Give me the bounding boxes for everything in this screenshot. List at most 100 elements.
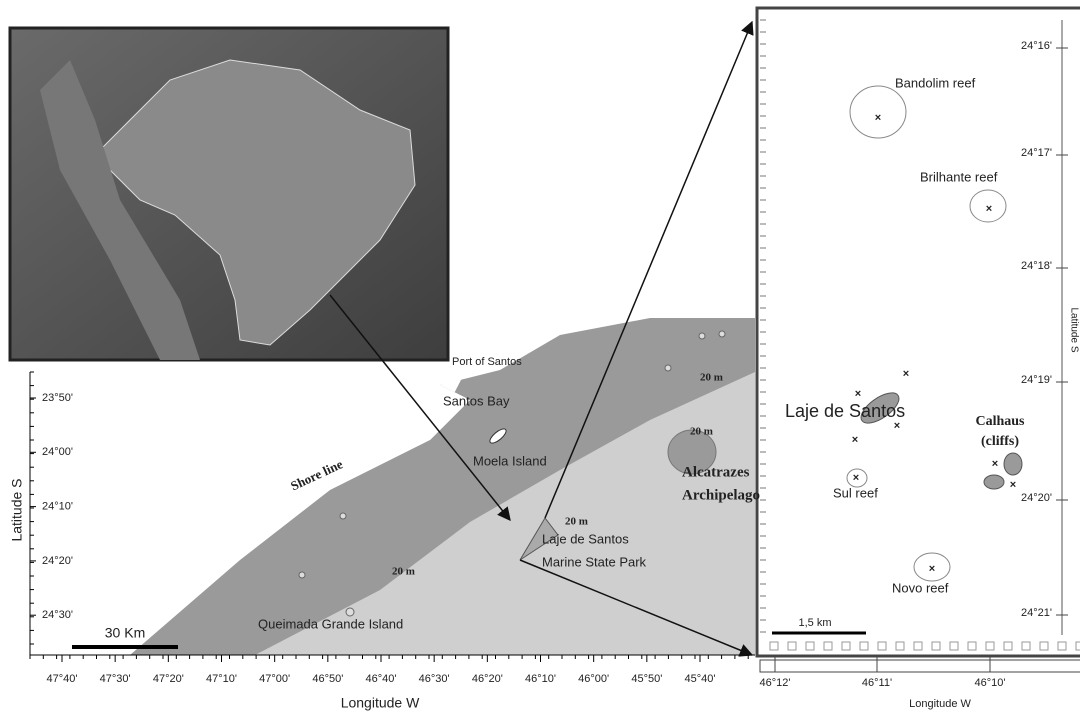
reef (846, 468, 868, 488)
reef (849, 85, 907, 139)
station-marker: × (992, 458, 998, 470)
place-label: Marine State Park (542, 554, 647, 569)
cliff (983, 474, 1005, 490)
axis-title: Longitude W (341, 695, 420, 711)
station-marker: × (894, 420, 900, 432)
inset-map (8, 26, 450, 362)
y-tick-label: 24°30' (42, 609, 73, 621)
x-tick-label: 46°20' (472, 673, 503, 685)
station-marker: × (903, 368, 909, 380)
y-tick-label: 24°00' (42, 446, 73, 458)
y-tick-label: 24°10' (42, 501, 73, 513)
axis-title: Latitude S (1068, 307, 1079, 352)
place-label: 20 m (392, 566, 415, 578)
x-tick-label: 46°12' (760, 677, 791, 689)
y-tick-label: 24°18' (1021, 260, 1052, 272)
place-label: Brilhante reef (920, 169, 998, 184)
x-tick-label: 46°10' (975, 677, 1006, 689)
detail-map (755, 6, 1080, 673)
place-label: Port of Santos (452, 356, 522, 368)
arrow (329, 294, 511, 522)
ruler-box (1039, 641, 1049, 651)
islet (698, 332, 706, 340)
station-marker: × (929, 563, 935, 575)
place-label: Sul reef (833, 485, 878, 500)
x-tick-label: 46°40' (366, 673, 397, 685)
place-label: 20 m (690, 426, 713, 438)
ruler-box (895, 641, 905, 651)
x-tick-label: 45°40' (685, 673, 716, 685)
detail-frame (755, 6, 1080, 658)
x-tick-label: 46°11' (862, 677, 892, 689)
islet (298, 571, 306, 579)
ruler-box (859, 641, 869, 651)
x-tick-label: 47°40' (47, 673, 78, 685)
cliff (1003, 452, 1023, 476)
ruler-box (823, 641, 833, 651)
place-label: Archipelago (682, 487, 760, 503)
x-tick-label: 47°20' (153, 673, 184, 685)
x-tick-label: 46°50' (312, 673, 343, 685)
scale-label: 1,5 km (798, 617, 831, 629)
place-label: Calhaus (975, 414, 1025, 429)
ruler-box (877, 641, 887, 651)
x-tick-label: 45°50' (631, 673, 662, 685)
place-label: Laje de Santos (542, 531, 629, 546)
laje-park (519, 517, 559, 561)
y-tick-label: 23°50' (42, 392, 73, 404)
place-label: 20 m (565, 516, 588, 528)
brazil (99, 59, 416, 346)
ruler-box (1057, 641, 1067, 651)
y-tick-label: 24°21' (1021, 607, 1052, 619)
station-marker: × (1010, 479, 1016, 491)
ruler-box (1021, 641, 1031, 651)
place-label: Bandolim reef (895, 75, 976, 90)
x-tick-label: 46°30' (419, 673, 450, 685)
detail-axis-box (759, 659, 1080, 673)
y-tick-label: 24°19' (1021, 374, 1052, 386)
moela-island (489, 428, 507, 444)
axis-title: Longitude W (909, 698, 971, 710)
arrow (519, 559, 754, 657)
y-tick-label: 24°16' (1021, 40, 1052, 52)
reef (913, 552, 951, 582)
station-marker: × (852, 434, 858, 446)
main-map (29, 318, 755, 656)
y-tick-label: 24°20' (42, 555, 73, 567)
x-tick-label: 47°00' (259, 673, 290, 685)
islet (345, 607, 355, 617)
ruler-box (805, 641, 815, 651)
reef (969, 189, 1007, 223)
station-marker: × (853, 472, 859, 484)
station-marker: × (855, 388, 861, 400)
ruler-box (913, 641, 923, 651)
x-tick-label: 46°10' (525, 673, 556, 685)
place-label: 20 m (700, 372, 723, 384)
place-label: Novo reef (892, 580, 949, 595)
ruler-box (769, 641, 779, 651)
station-marker: × (875, 112, 881, 124)
place-label: Queimada Grande Island (258, 616, 403, 631)
x-tick-label: 46°00' (578, 673, 609, 685)
y-tick-label: 24°20' (1021, 492, 1052, 504)
place-label: Laje de Santos (785, 401, 905, 421)
islet (664, 364, 672, 372)
ruler-box (949, 641, 959, 651)
ruler-box (967, 641, 977, 651)
y-tick-label: 24°17' (1021, 147, 1052, 159)
ruler-box (841, 641, 851, 651)
ruler-box (931, 641, 941, 651)
place-label: Moela Island (473, 453, 547, 468)
ruler-box (1003, 641, 1013, 651)
islet (718, 330, 726, 338)
axis-title: Latitude S (9, 478, 25, 541)
ruler-box (1075, 641, 1080, 651)
laje-island (860, 392, 900, 424)
ruler-box (985, 641, 995, 651)
x-tick-label: 47°30' (100, 673, 131, 685)
station-marker: × (986, 203, 992, 215)
arrow (544, 20, 754, 519)
andes (40, 60, 200, 360)
place-label: (cliffs) (981, 434, 1019, 449)
